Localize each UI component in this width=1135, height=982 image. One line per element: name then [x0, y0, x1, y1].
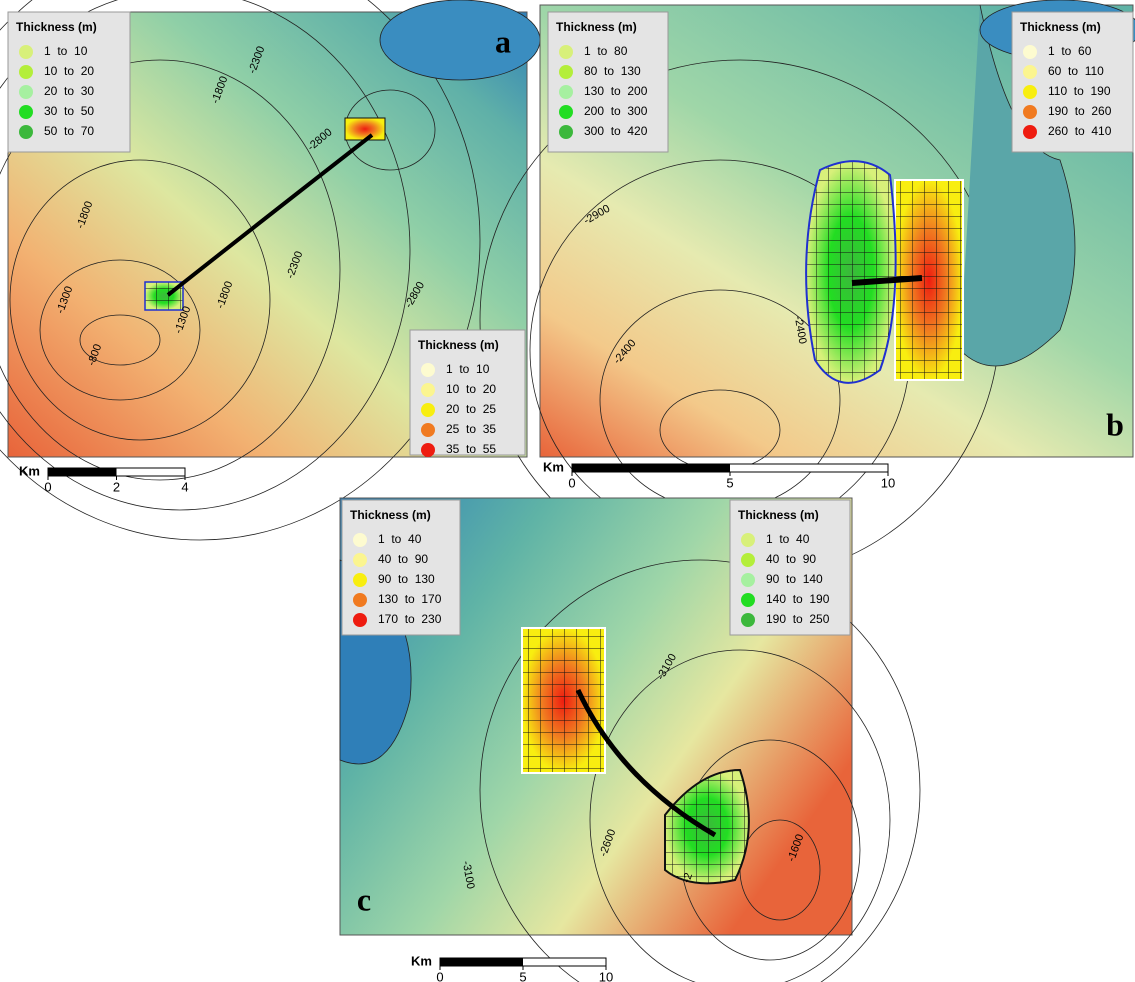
legend-label: 20 to 25 [446, 402, 496, 416]
legend-swatch [353, 573, 367, 587]
panel-label: a [495, 23, 511, 59]
legend-title: Thickness (m) [418, 338, 499, 352]
legend-label: 1 to 10 [446, 362, 490, 376]
legend: Thickness (m) 1 to 80 80 to 130 130 to 200 2… [548, 12, 668, 152]
legend-swatch [559, 45, 573, 59]
scale-tick-label: 10 [599, 969, 613, 982]
legend-swatch [741, 573, 755, 587]
legend-label: 1 to 10 [44, 44, 88, 58]
scale-bar-fill [572, 464, 730, 472]
scale-tick-label: 5 [726, 475, 733, 490]
legend-swatch [19, 85, 33, 99]
legend-label: 30 to 50 [44, 104, 94, 118]
legend-swatch [559, 125, 573, 139]
legend-title: Thickness (m) [16, 20, 97, 34]
legend-swatch [421, 443, 435, 457]
legend-swatch [1023, 125, 1037, 139]
legend-label: 90 to 140 [766, 572, 823, 586]
legend-title: Thickness (m) [556, 20, 637, 34]
scale-tick-label: 0 [436, 969, 443, 982]
legend-label: 110 to 190 [1048, 84, 1111, 98]
legend-label: 90 to 130 [378, 572, 435, 586]
scale-unit: Km [543, 459, 564, 474]
legend-swatch [1023, 45, 1037, 59]
legend-label: 40 to 90 [378, 552, 428, 566]
legend: Thickness (m) 1 to 10 10 to 20 20 to 25 25 t… [410, 330, 525, 457]
scale-unit: Km [411, 953, 432, 968]
legend-label: 130 to 200 [584, 84, 648, 98]
legend: Thickness (m) 1 to 60 60 to 110 110 to 190 1… [1012, 12, 1133, 152]
scale-tick-label: 2 [113, 479, 120, 494]
legend-label: 300 to 420 [584, 124, 648, 138]
legend-title: Thickness (m) [1020, 20, 1101, 34]
page: {"panels": [ {"label": "a", "legends": [… [0, 0, 1135, 982]
legend-swatch [741, 593, 755, 607]
legend: Thickness (m) 1 to 40 40 to 90 90 to 140 140… [730, 500, 850, 635]
scale-tick-label: 0 [44, 479, 51, 494]
scale-tick-label: 0 [568, 475, 575, 490]
legend-label: 35 to 55 [446, 442, 496, 456]
legend-label: 1 to 60 [1048, 44, 1092, 58]
legend: Thickness (m) 1 to 40 40 to 90 90 to 130 130… [342, 500, 460, 635]
legend-label: 170 to 230 [378, 612, 442, 626]
scale-tick-label: 4 [181, 479, 188, 494]
legend-swatch [421, 383, 435, 397]
legend-label: 10 to 20 [446, 382, 496, 396]
legend-swatch [1023, 105, 1037, 119]
legend-label: 50 to 70 [44, 124, 94, 138]
legend-swatch [1023, 85, 1037, 99]
legend-swatch [559, 85, 573, 99]
legend: Thickness (m) 1 to 10 10 to 20 20 to 30 30 t… [8, 12, 130, 152]
legend-swatch [559, 105, 573, 119]
legend-label: 1 to 40 [378, 532, 422, 546]
legend-swatch [19, 45, 33, 59]
legend-label: 80 to 130 [584, 64, 641, 78]
panel-label: b [1106, 406, 1124, 442]
legend-swatch [741, 553, 755, 567]
panel-label: c [357, 881, 371, 917]
legend-label: 60 to 110 [1048, 64, 1104, 78]
legend-label: 40 to 90 [766, 552, 816, 566]
legend-label: 200 to 300 [584, 104, 648, 118]
legend-title: Thickness (m) [738, 508, 819, 522]
legend-swatch [421, 423, 435, 437]
legend-label: 20 to 30 [44, 84, 94, 98]
legend-swatch [19, 105, 33, 119]
legend-swatch [19, 65, 33, 79]
legend-swatch [1023, 65, 1037, 79]
legend-swatch [741, 613, 755, 627]
legend-swatch [353, 593, 367, 607]
legend-label: 190 to 260 [1048, 104, 1112, 118]
legend-swatch [559, 65, 573, 79]
legend-label: 10 to 20 [44, 64, 94, 78]
legend-title: Thickness (m) [350, 508, 431, 522]
legend-label: 190 to 250 [766, 612, 830, 626]
legend-label: 1 to 40 [766, 532, 810, 546]
legend-swatch [741, 533, 755, 547]
scale-bar-fill [48, 468, 117, 476]
scale-bar-fill [440, 958, 523, 966]
legend-label: 1 to 80 [584, 44, 628, 58]
legend-label: 25 to 35 [446, 422, 496, 436]
legend-swatch [421, 363, 435, 377]
scale-unit: Km [19, 463, 40, 478]
scale-tick-label: 5 [519, 969, 526, 982]
legend-swatch [353, 533, 367, 547]
legend-label: 140 to 190 [766, 592, 830, 606]
legend-swatch [19, 125, 33, 139]
legend-label: 130 to 170 [378, 592, 442, 606]
legend-label: 260 to 410 [1048, 124, 1112, 138]
figure: -2300-1800-2800-1800-1800-2300-2800-1300… [0, 0, 1135, 982]
scale-tick-label: 10 [881, 475, 895, 490]
legend-swatch [353, 613, 367, 627]
legend-swatch [353, 553, 367, 567]
legend-swatch [421, 403, 435, 417]
